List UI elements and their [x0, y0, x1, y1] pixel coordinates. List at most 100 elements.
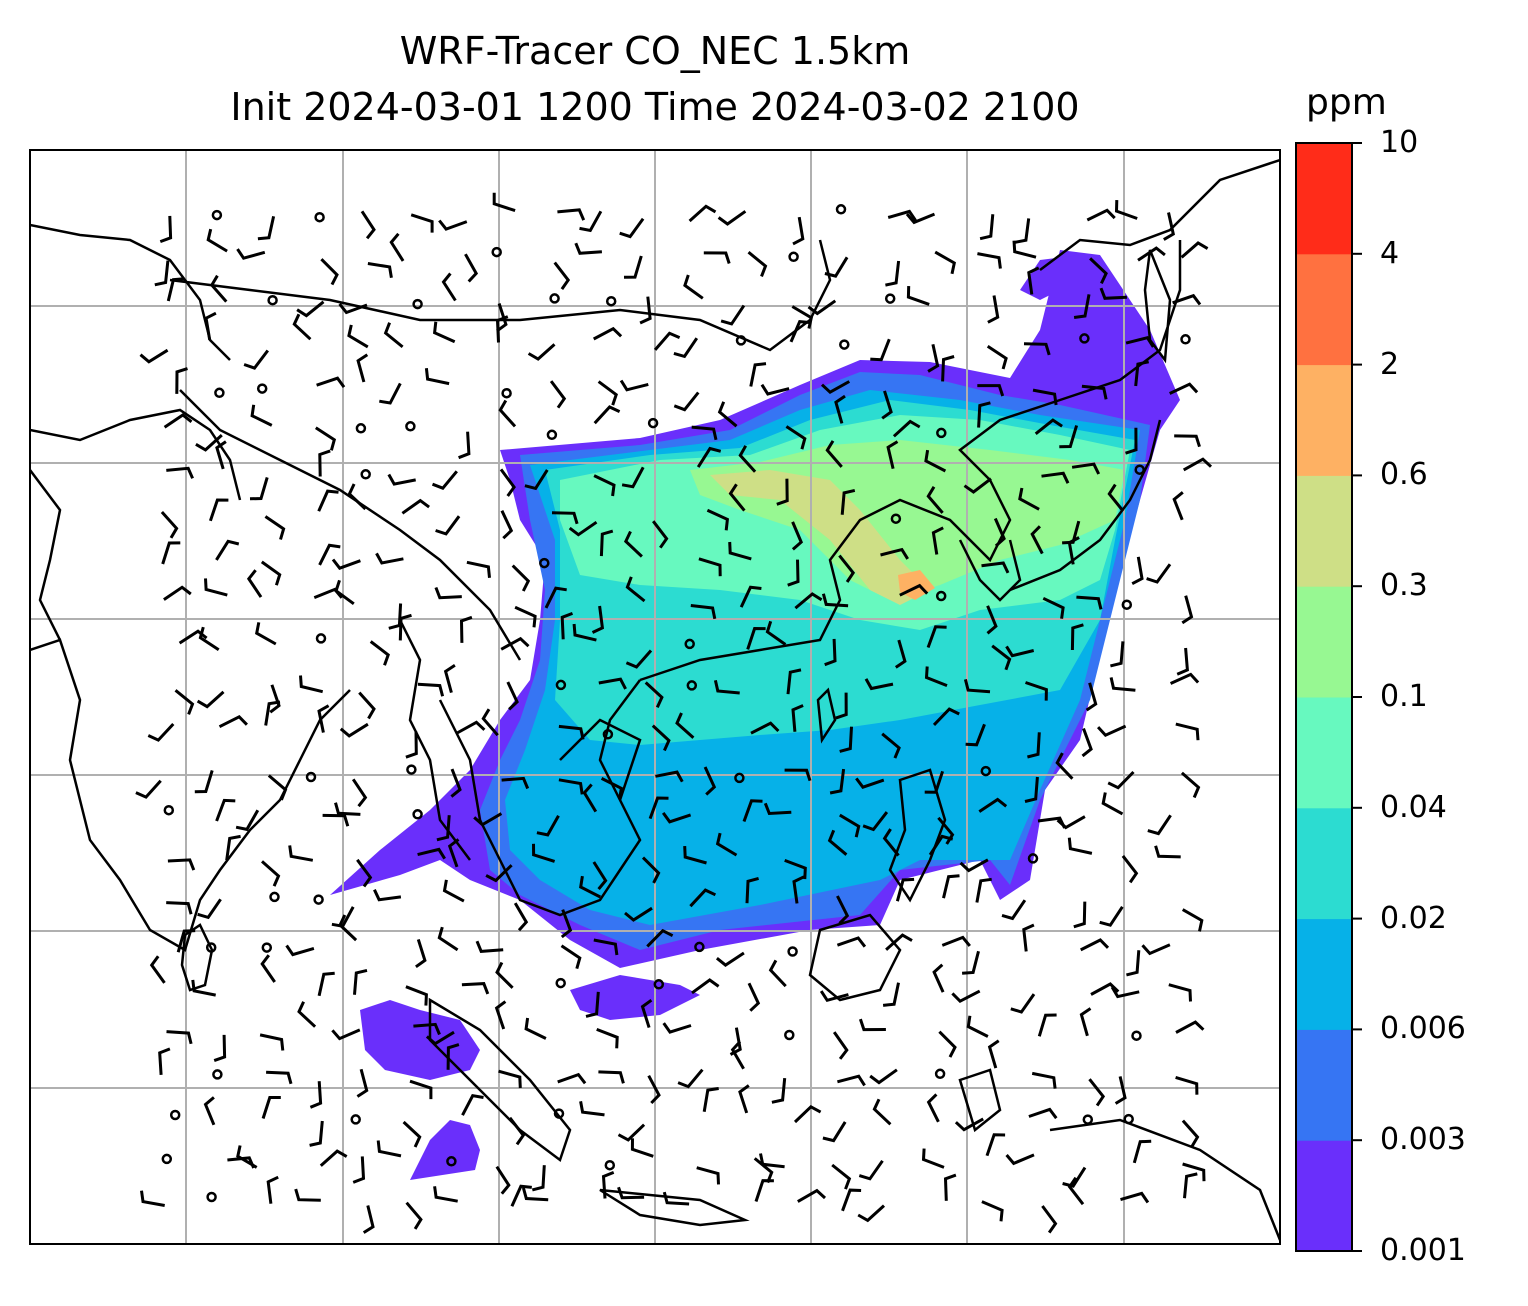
- wind-barb: [197, 898, 222, 920]
- wind-barb: [434, 586, 462, 600]
- wind-barb: [1180, 771, 1201, 799]
- wind-barb: [840, 488, 856, 515]
- wind-barb: [785, 425, 807, 450]
- wind-barb: [1005, 645, 1035, 658]
- border-vietnam: [559, 718, 642, 801]
- wind-barb: [425, 1030, 455, 1046]
- wind-barb: [784, 768, 812, 782]
- wind-barb: [459, 615, 473, 643]
- wind-barb: [560, 611, 574, 640]
- calm-wind-marker: [784, 1029, 795, 1041]
- wind-barb: [140, 1190, 165, 1207]
- wind-barb: [203, 1096, 216, 1126]
- wind-barb: [959, 858, 989, 873]
- wind-barb: [617, 1123, 646, 1142]
- wind-barb: [928, 834, 954, 856]
- wind-barb: [1080, 938, 1110, 952]
- wind-barb: [1181, 1119, 1200, 1148]
- wind-barb: [689, 888, 717, 908]
- wind-barb: [1141, 943, 1171, 956]
- wind-barb: [624, 906, 653, 922]
- coastline-india: [30, 638, 351, 952]
- wind-barb: [513, 902, 529, 932]
- wind-barb: [1121, 854, 1139, 884]
- wind-barb: [194, 769, 214, 794]
- wind-barb: [905, 212, 936, 225]
- wind-barb: [553, 261, 571, 290]
- wind-barb: [161, 541, 181, 565]
- wind-barb: [166, 277, 185, 302]
- wind-barb: [717, 401, 738, 428]
- wind-barb: [163, 585, 192, 601]
- wind-barb: [1096, 724, 1127, 738]
- sri-lanka: [180, 923, 214, 992]
- calm-wind-marker: [936, 427, 947, 439]
- wind-barb: [651, 724, 671, 752]
- tracer-field: [330, 250, 1180, 1180]
- colorbar-swatch: [1296, 143, 1352, 255]
- wind-barb: [338, 914, 358, 942]
- colorbar-tick-label: 0.001: [1380, 1233, 1466, 1268]
- wind-barb: [549, 380, 567, 409]
- calm-wind-marker: [835, 204, 847, 215]
- wind-barb: [461, 982, 490, 995]
- wind-barb: [511, 564, 531, 592]
- calm-wind-marker: [647, 417, 659, 429]
- calm-wind-marker: [163, 804, 175, 816]
- wind-barb: [617, 1186, 645, 1200]
- wind-barb: [789, 320, 811, 343]
- wind-barb: [1176, 647, 1189, 676]
- wind-barb: [855, 777, 885, 789]
- wind-barb: [1169, 382, 1199, 395]
- wind-barb: [858, 1159, 884, 1181]
- wind-barb: [317, 971, 335, 997]
- wind-barb: [653, 331, 681, 351]
- wind-barb: [1067, 536, 1080, 565]
- wind-barb: [839, 813, 861, 838]
- wind-barb: [508, 1116, 526, 1146]
- wind-barb: [673, 391, 700, 412]
- wind-barb: [437, 926, 459, 952]
- colorbar-frame: [1295, 142, 1353, 1252]
- calm-wind-marker: [314, 211, 325, 223]
- wind-barb: [464, 253, 479, 283]
- border-central-asia: [30, 408, 242, 501]
- calm-wind-marker: [214, 387, 225, 399]
- wind-barb: [266, 1175, 279, 1204]
- wind-barb: [1088, 1078, 1106, 1107]
- wind-barb: [259, 1033, 285, 1051]
- wind-barb: [514, 605, 537, 628]
- wind-barb: [978, 797, 1008, 813]
- calm-wind-marker: [205, 942, 217, 953]
- wind-barb: [857, 1204, 886, 1223]
- wind-barb: [987, 1039, 1000, 1069]
- calm-wind-marker: [788, 251, 799, 263]
- wind-barb: [492, 192, 516, 213]
- wind-barb: [204, 311, 217, 341]
- wind-barb: [1175, 1075, 1199, 1095]
- wind-barb: [1175, 1020, 1205, 1034]
- wind-barb: [599, 529, 614, 557]
- wind-barb: [243, 349, 269, 370]
- wind-barb: [225, 834, 241, 861]
- wind-barb: [979, 214, 995, 241]
- map-title-line2: Init 2024-03-01 1200 Time 2024-03-02 210…: [230, 85, 1080, 129]
- calm-wind-marker: [305, 771, 317, 783]
- wind-barb: [794, 592, 823, 610]
- wind-barb: [749, 362, 767, 387]
- wind-barb: [869, 1068, 898, 1085]
- calm-wind-marker: [350, 1114, 361, 1125]
- wind-barb: [1174, 434, 1201, 448]
- wind-barb: [825, 440, 843, 468]
- calm-wind-marker: [546, 429, 558, 441]
- calm-wind-marker: [501, 387, 512, 399]
- wind-barb: [730, 1040, 745, 1070]
- wind-barb: [1010, 993, 1036, 1014]
- wind-barb: [441, 272, 457, 302]
- wind-barb: [1169, 672, 1200, 685]
- wind-barb: [1076, 595, 1103, 610]
- wind-barb: [320, 258, 339, 286]
- wind-barb: [1134, 360, 1150, 387]
- wind-barb: [458, 431, 471, 460]
